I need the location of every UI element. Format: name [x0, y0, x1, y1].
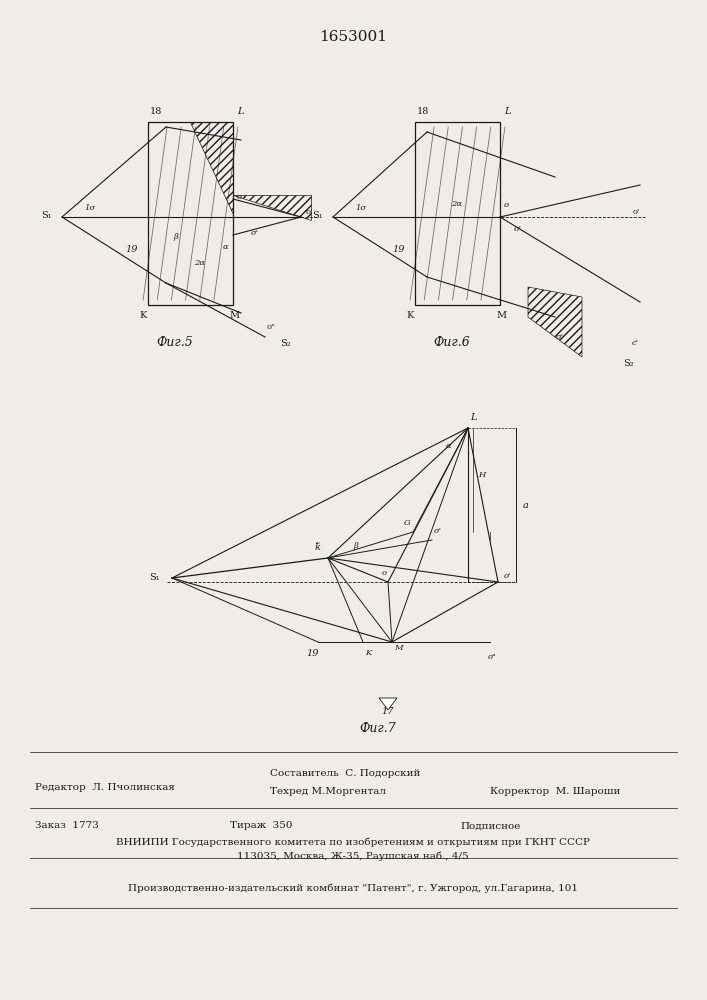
Text: o': o': [633, 208, 641, 216]
Text: 19: 19: [307, 648, 320, 658]
Text: Редактор  Л. Пчолинская: Редактор Л. Пчолинская: [35, 782, 175, 792]
Text: H: H: [479, 471, 486, 479]
Text: S₂: S₂: [623, 359, 633, 367]
Text: 17: 17: [382, 708, 395, 716]
Text: M: M: [394, 644, 402, 652]
Text: o: o: [503, 201, 508, 209]
Bar: [415, 122, 500, 305]
Text: K: K: [365, 649, 371, 657]
Text: Фиг.7: Фиг.7: [360, 722, 397, 734]
Text: 19: 19: [126, 245, 138, 254]
Text: M: M: [497, 310, 507, 320]
Text: β: β: [173, 233, 178, 241]
Text: o': o': [504, 572, 511, 580]
Text: 2α: 2α: [452, 200, 462, 208]
Text: K: K: [407, 310, 414, 320]
Text: β: β: [354, 542, 358, 550]
Text: Составитель  С. Подорский: Составитель С. Подорский: [270, 770, 421, 778]
Text: S₁: S₁: [149, 574, 160, 582]
Text: Техред М.Моргентал: Техред М.Моргентал: [270, 788, 386, 796]
Text: o": o": [488, 653, 496, 661]
Text: α: α: [445, 442, 451, 450]
Text: σ': σ': [434, 527, 442, 535]
Text: Заказ  1773: Заказ 1773: [35, 822, 99, 830]
Bar: [148, 122, 233, 305]
Text: Производственно-издательский комбинат "Патент", г. Ужгород, ул.Гагарина, 101: Производственно-издательский комбинат "П…: [128, 883, 578, 893]
Text: 1653001: 1653001: [319, 30, 387, 44]
Text: L: L: [469, 414, 477, 422]
Text: a: a: [523, 500, 529, 510]
Text: K: K: [139, 310, 146, 320]
Text: σ': σ': [251, 229, 259, 237]
Text: 18: 18: [150, 106, 162, 115]
Text: Корректор  М. Шароши: Корректор М. Шароши: [490, 788, 620, 796]
Text: S₁: S₁: [42, 211, 52, 220]
Text: S₁: S₁: [312, 211, 323, 220]
Text: o': o': [306, 208, 313, 216]
Text: 113035, Москва, Ж-35, Раушская наб., 4/5: 113035, Москва, Ж-35, Раушская наб., 4/5: [237, 851, 469, 861]
Polygon shape: [379, 698, 397, 710]
Text: α: α: [222, 243, 228, 251]
Text: σ': σ': [514, 225, 522, 233]
Text: o: o: [237, 193, 242, 201]
Text: L: L: [237, 106, 243, 115]
Text: ВНИИПИ Государственного комитета по изобретениям и открытиям при ГКНТ СССР: ВНИИПИ Государственного комитета по изоб…: [116, 837, 590, 847]
Text: k̃: k̃: [314, 544, 320, 552]
Text: 19: 19: [392, 245, 405, 254]
Text: M: M: [230, 310, 240, 320]
Text: 2α: 2α: [194, 259, 206, 267]
Text: 1σ: 1σ: [84, 204, 95, 212]
Text: Фиг.5: Фиг.5: [157, 336, 194, 349]
Text: o: o: [382, 569, 387, 577]
Text: S₂: S₂: [280, 338, 291, 348]
Text: σ': σ': [556, 333, 564, 341]
Text: Фиг.6: Фиг.6: [433, 336, 470, 349]
Text: G: G: [404, 519, 410, 527]
Text: 1σ: 1σ: [355, 204, 366, 212]
Text: L: L: [504, 106, 510, 115]
Text: Тираж  350: Тираж 350: [230, 822, 293, 830]
Text: 18: 18: [417, 106, 429, 115]
Text: o": o": [267, 323, 276, 331]
Text: c': c': [631, 339, 638, 347]
Text: Подписное: Подписное: [460, 822, 520, 830]
